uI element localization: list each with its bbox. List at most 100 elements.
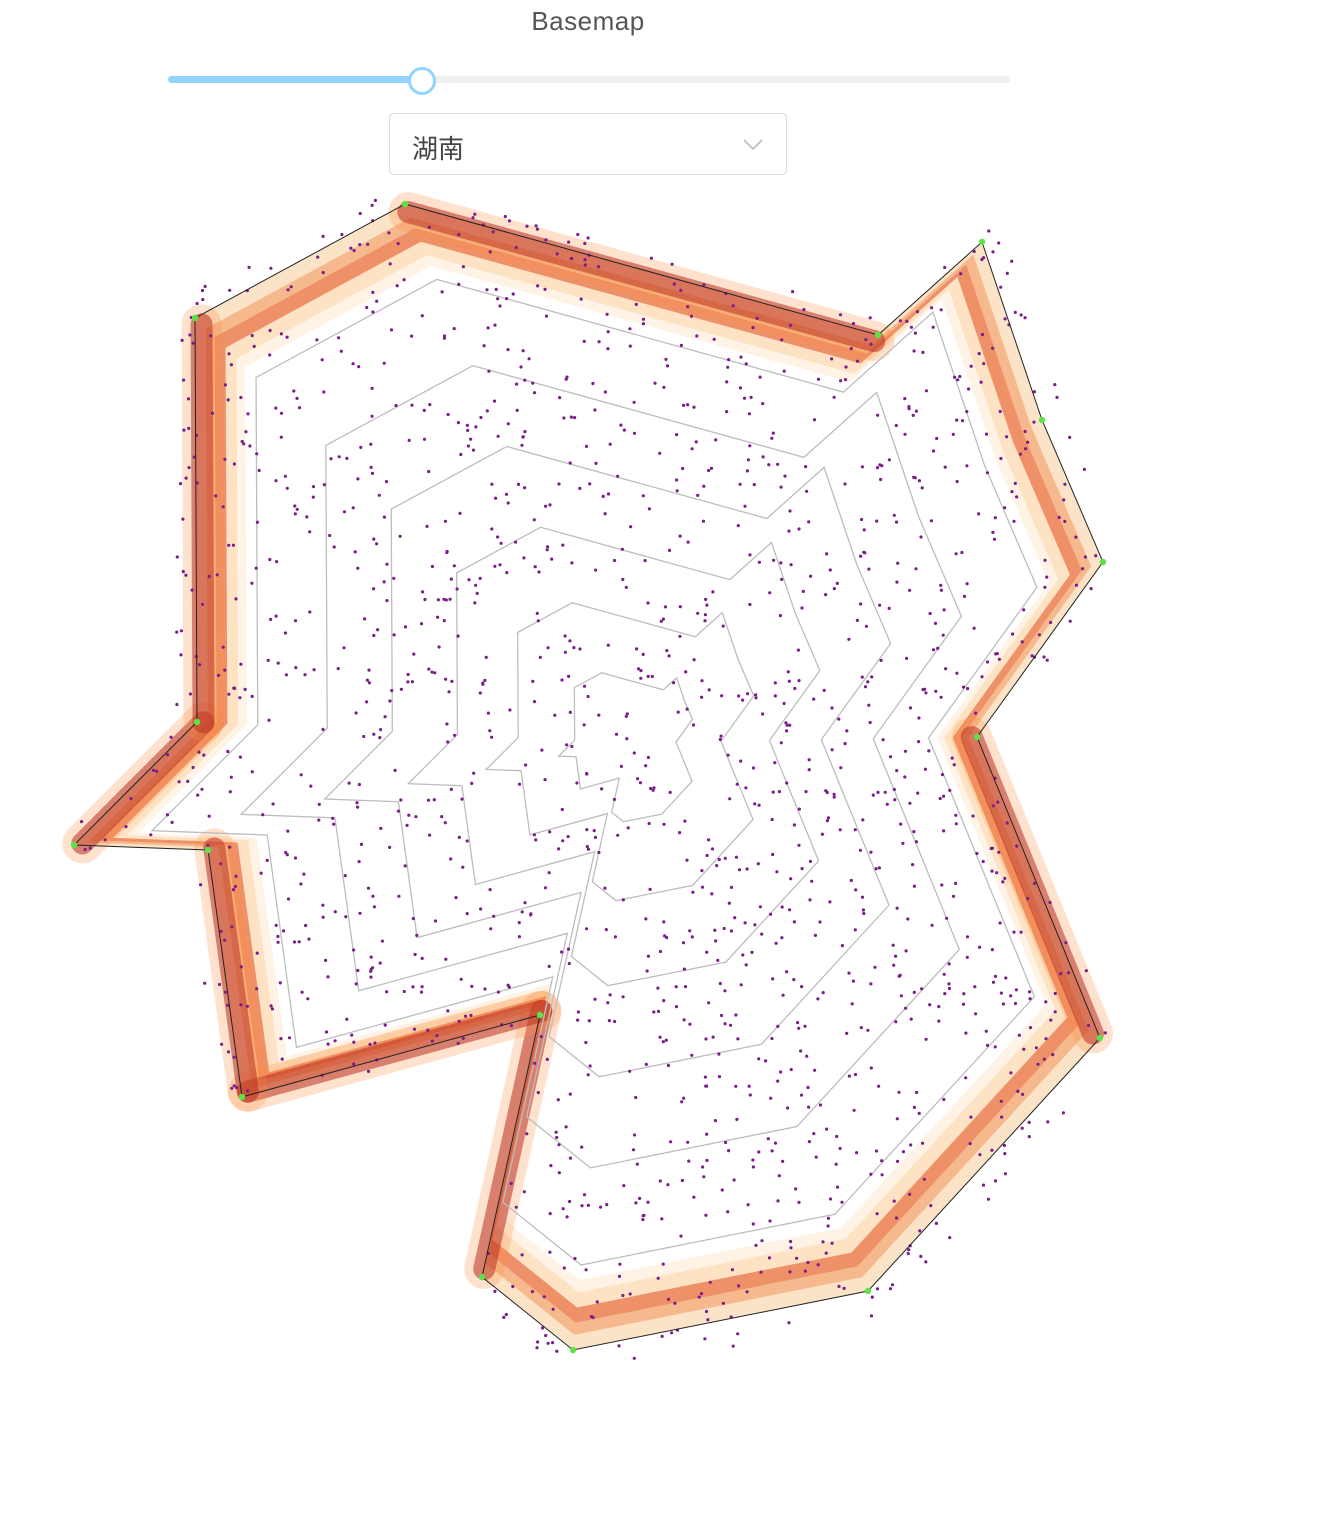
- sample-point: [355, 801, 359, 805]
- sample-point: [895, 906, 899, 910]
- sample-point: [366, 242, 370, 246]
- sample-point: [874, 1149, 879, 1153]
- boundary-vertex[interactable]: [70, 841, 78, 849]
- boundary-vertex[interactable]: [1096, 1034, 1104, 1042]
- sample-point: [593, 408, 597, 412]
- sample-point: [566, 835, 570, 839]
- sample-point: [855, 1151, 859, 1155]
- sample-point: [265, 858, 269, 863]
- sample-point: [548, 1250, 552, 1254]
- sample-point: [196, 793, 200, 797]
- sample-point: [613, 1019, 617, 1024]
- sample-point: [436, 598, 440, 602]
- sample-point: [372, 732, 376, 736]
- boundary-vertex[interactable]: [204, 846, 212, 854]
- sample-point: [396, 241, 400, 246]
- sample-point: [958, 374, 962, 379]
- sample-point: [668, 790, 672, 795]
- sample-point: [658, 949, 663, 954]
- sample-point: [705, 950, 709, 954]
- boundary-vertex[interactable]: [874, 331, 882, 339]
- sample-point: [522, 556, 526, 560]
- sample-point: [1053, 1010, 1057, 1014]
- sample-point: [380, 939, 384, 943]
- sample-point: [1059, 972, 1063, 976]
- boundary-vertex[interactable]: [973, 733, 981, 741]
- sample-point: [423, 597, 427, 602]
- sample-point: [1046, 1120, 1050, 1124]
- slider-rail[interactable]: [168, 76, 1010, 83]
- sample-point: [202, 753, 206, 757]
- sample-point: [1012, 519, 1016, 523]
- boundary-vertex[interactable]: [1099, 558, 1107, 566]
- sample-point: [515, 408, 519, 412]
- boundary-vertex[interactable]: [478, 1273, 486, 1281]
- sample-point: [986, 1197, 991, 1201]
- sample-point: [679, 343, 684, 347]
- boundary-vertex[interactable]: [536, 1011, 544, 1019]
- boundary-vertex[interactable]: [238, 1093, 246, 1101]
- sample-point: [413, 952, 417, 957]
- boundary-vertex[interactable]: [193, 718, 201, 726]
- sample-point: [583, 263, 587, 267]
- sample-point: [845, 729, 849, 733]
- sample-point: [738, 386, 743, 390]
- sample-point: [545, 548, 549, 552]
- sample-point: [506, 348, 510, 352]
- sample-point: [773, 694, 777, 698]
- sample-point: [543, 287, 547, 291]
- sample-point: [965, 935, 970, 939]
- sample-point: [233, 884, 237, 889]
- sample-point: [1045, 658, 1049, 662]
- sample-point: [907, 407, 911, 411]
- sample-point: [545, 1057, 549, 1061]
- sample-point: [658, 451, 662, 455]
- region-select[interactable]: 湖南: [389, 113, 787, 175]
- sample-point: [286, 897, 291, 901]
- sample-point: [232, 686, 236, 690]
- sample-point: [604, 928, 608, 932]
- sample-point: [549, 1164, 553, 1168]
- sample-point: [547, 964, 551, 969]
- sample-point: [585, 828, 589, 832]
- sample-point: [605, 312, 609, 316]
- slider-track[interactable]: [168, 76, 421, 83]
- boundary-vertex[interactable]: [978, 238, 986, 246]
- sample-point: [369, 975, 373, 979]
- sample-point: [586, 694, 590, 699]
- boundary-vertex[interactable]: [569, 1346, 577, 1354]
- sample-point: [523, 901, 527, 905]
- sample-point: [696, 611, 700, 615]
- sample-point: [739, 759, 743, 763]
- sample-point: [488, 729, 492, 733]
- sample-point: [1063, 482, 1067, 486]
- sample-point: [1086, 1023, 1091, 1028]
- sample-point: [869, 342, 873, 346]
- sample-point: [186, 397, 191, 401]
- sample-point: [737, 868, 742, 872]
- sample-point: [1030, 654, 1034, 658]
- sample-point: [738, 482, 742, 486]
- sample-point: [614, 732, 619, 736]
- sample-point: [200, 288, 205, 293]
- sample-point: [149, 833, 153, 837]
- sample-point: [810, 879, 814, 883]
- boundary-vertex[interactable]: [401, 200, 409, 208]
- sample-point: [800, 606, 804, 610]
- sample-point: [427, 667, 431, 671]
- boundary-vertex[interactable]: [864, 1287, 872, 1295]
- sample-point: [618, 1262, 622, 1266]
- boundary-vertex[interactable]: [1038, 416, 1046, 424]
- boundary-vertex[interactable]: [191, 314, 199, 322]
- sample-point: [641, 322, 646, 326]
- basemap-slider[interactable]: [168, 64, 1010, 96]
- sample-point: [701, 1165, 705, 1169]
- sample-point: [363, 617, 367, 621]
- sample-point: [377, 493, 381, 497]
- sample-point: [896, 561, 900, 565]
- sample-point: [961, 1002, 966, 1006]
- sample-point: [751, 326, 755, 330]
- slider-handle[interactable]: [407, 67, 436, 95]
- sample-point: [912, 475, 916, 479]
